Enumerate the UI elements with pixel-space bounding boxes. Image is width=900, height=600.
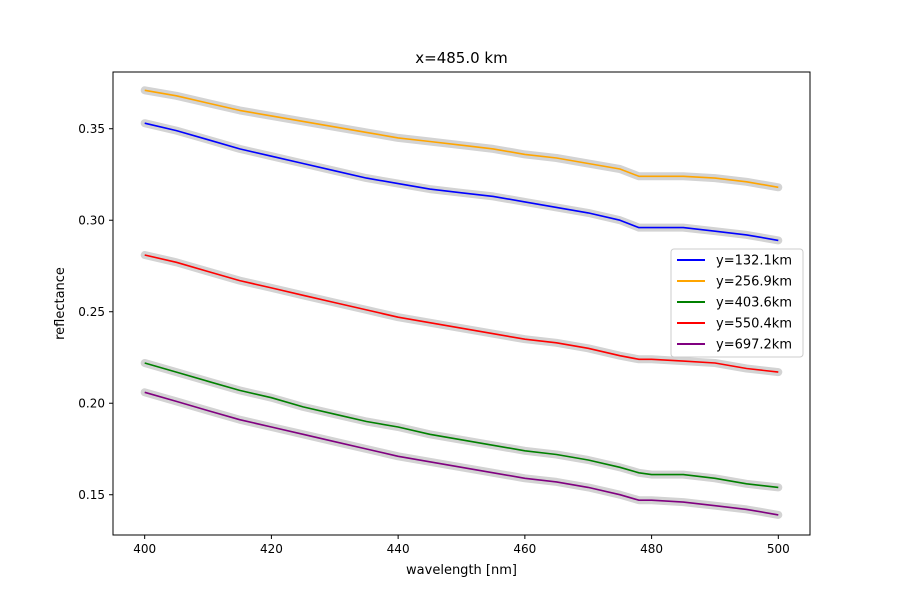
y-axis-label: reflectance [53, 267, 68, 340]
series-lines [144, 89, 779, 516]
legend-label: y=550.4km [716, 317, 792, 332]
series-line-2 [144, 89, 779, 189]
x-axis-label: wavelength [nm] [406, 563, 517, 578]
x-tick-label: 460 [513, 542, 536, 556]
y-tick-label: 0.25 [78, 305, 105, 319]
x-tick-label: 480 [640, 542, 663, 556]
chart-title: x=485.0 km [415, 49, 507, 67]
legend-box [670, 248, 804, 358]
uncertainty-band-5 [140, 388, 783, 519]
uncertainty-band-1 [140, 119, 783, 245]
legend-label: y=132.1km [716, 254, 792, 269]
series-line-5 [144, 391, 779, 516]
y-tick-label: 0.15 [78, 488, 105, 502]
x-tick-label: 440 [387, 542, 410, 556]
y-axis-ticks: 0.15 0.20 0.25 0.30 0.35 [78, 122, 113, 502]
legend-label: y=256.9km [716, 275, 792, 290]
y-tick-label: 0.30 [78, 214, 105, 228]
plot-area-frame [112, 71, 811, 536]
legend-label: y=697.2km [716, 338, 792, 353]
y-tick-label: 0.20 [78, 397, 105, 411]
legend: y=132.1km y=256.9km y=403.6km y=550.4km y=69… [670, 248, 804, 358]
x-tick-label: 420 [260, 542, 283, 556]
y-tick-label: 0.35 [78, 122, 105, 136]
x-tick-label: 400 [133, 542, 156, 556]
series-line-4 [144, 254, 779, 373]
series-line-1 [144, 122, 779, 242]
x-axis-ticks: 400 420 440 460 480 500 [133, 535, 790, 556]
x-tick-label: 500 [767, 542, 790, 556]
series-line-3 [144, 362, 779, 489]
legend-label: y=403.6km [716, 296, 792, 311]
uncertainty-band-2 [140, 86, 783, 192]
